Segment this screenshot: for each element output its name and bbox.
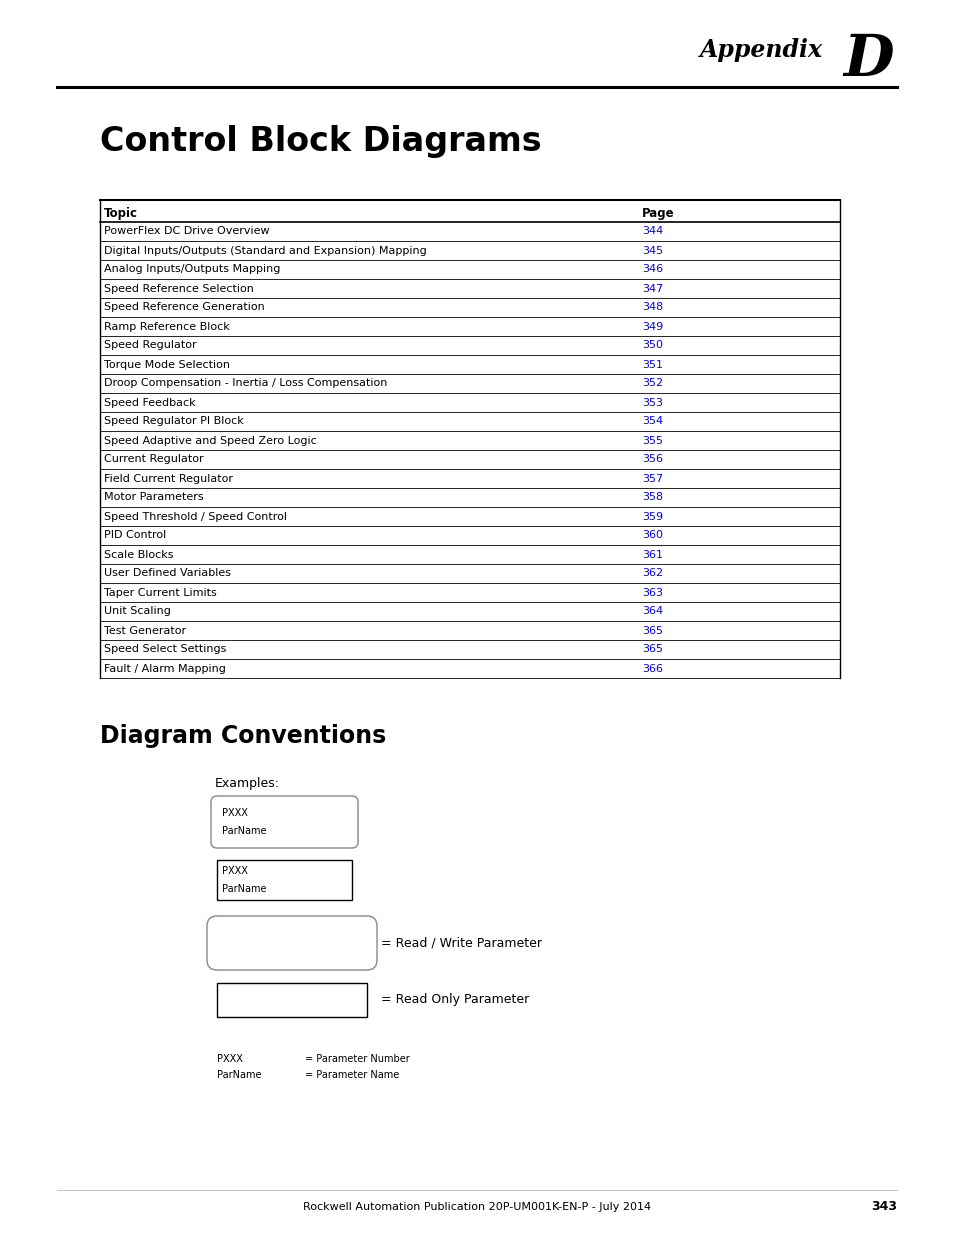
- Text: Taper Current Limits: Taper Current Limits: [104, 588, 216, 598]
- Text: 360: 360: [641, 531, 662, 541]
- Text: Current Regulator: Current Regulator: [104, 454, 203, 464]
- Text: 350: 350: [641, 341, 662, 351]
- Bar: [216, 983, 367, 1016]
- Text: 359: 359: [641, 511, 662, 521]
- Text: Speed Threshold / Speed Control: Speed Threshold / Speed Control: [104, 511, 287, 521]
- Text: Speed Select Settings: Speed Select Settings: [104, 645, 226, 655]
- Text: Speed Reference Selection: Speed Reference Selection: [104, 284, 253, 294]
- Text: Speed Regulator: Speed Regulator: [104, 341, 196, 351]
- Text: Speed Feedback: Speed Feedback: [104, 398, 195, 408]
- Text: Control Block Diagrams: Control Block Diagrams: [100, 126, 541, 158]
- Text: 356: 356: [641, 454, 662, 464]
- Text: = Read Only Parameter: = Read Only Parameter: [380, 993, 529, 1007]
- Text: 366: 366: [641, 663, 662, 673]
- Text: Speed Regulator PI Block: Speed Regulator PI Block: [104, 416, 244, 426]
- Text: 345: 345: [641, 246, 662, 256]
- Text: 352: 352: [641, 378, 662, 389]
- Text: 347: 347: [641, 284, 662, 294]
- Text: = Parameter Number: = Parameter Number: [305, 1053, 410, 1065]
- Text: ParName: ParName: [216, 1070, 261, 1079]
- Text: 361: 361: [641, 550, 662, 559]
- Text: Topic: Topic: [104, 206, 138, 220]
- Bar: [216, 860, 352, 900]
- Text: Droop Compensation - Inertia / Loss Compensation: Droop Compensation - Inertia / Loss Comp…: [104, 378, 387, 389]
- Text: PXXX: PXXX: [222, 808, 248, 818]
- Text: 344: 344: [641, 226, 662, 236]
- Text: 365: 365: [641, 645, 662, 655]
- Text: Motor Parameters: Motor Parameters: [104, 493, 203, 503]
- Text: 349: 349: [641, 321, 662, 331]
- Text: 358: 358: [641, 493, 662, 503]
- Text: Test Generator: Test Generator: [104, 625, 186, 636]
- Text: Digital Inputs/Outputs (Standard and Expansion) Mapping: Digital Inputs/Outputs (Standard and Exp…: [104, 246, 426, 256]
- Text: 363: 363: [641, 588, 662, 598]
- Text: Rockwell Automation Publication 20P-UM001K-EN-P - July 2014: Rockwell Automation Publication 20P-UM00…: [303, 1202, 650, 1212]
- Text: PXXX: PXXX: [216, 1053, 243, 1065]
- Text: 343: 343: [870, 1200, 896, 1214]
- Text: = Read / Write Parameter: = Read / Write Parameter: [380, 936, 541, 950]
- Text: Fault / Alarm Mapping: Fault / Alarm Mapping: [104, 663, 226, 673]
- Text: 357: 357: [641, 473, 662, 483]
- Text: 362: 362: [641, 568, 662, 578]
- Text: Field Current Regulator: Field Current Regulator: [104, 473, 233, 483]
- Text: Ramp Reference Block: Ramp Reference Block: [104, 321, 230, 331]
- Text: User Defined Variables: User Defined Variables: [104, 568, 231, 578]
- Text: 353: 353: [641, 398, 662, 408]
- FancyBboxPatch shape: [211, 797, 357, 848]
- Text: 346: 346: [641, 264, 662, 274]
- Text: PowerFlex DC Drive Overview: PowerFlex DC Drive Overview: [104, 226, 270, 236]
- FancyBboxPatch shape: [207, 916, 376, 969]
- Text: Unit Scaling: Unit Scaling: [104, 606, 171, 616]
- Text: = Parameter Name: = Parameter Name: [305, 1070, 399, 1079]
- Text: Speed Adaptive and Speed Zero Logic: Speed Adaptive and Speed Zero Logic: [104, 436, 316, 446]
- Text: ParName: ParName: [222, 826, 266, 836]
- Text: Torque Mode Selection: Torque Mode Selection: [104, 359, 230, 369]
- Text: ParName: ParName: [222, 884, 266, 894]
- Text: Examples:: Examples:: [214, 778, 280, 790]
- Text: 354: 354: [641, 416, 662, 426]
- Text: Appendix: Appendix: [700, 38, 830, 62]
- Text: 348: 348: [641, 303, 662, 312]
- Text: 364: 364: [641, 606, 662, 616]
- Text: Diagram Conventions: Diagram Conventions: [100, 724, 386, 748]
- Text: PXXX: PXXX: [222, 866, 248, 876]
- Text: Scale Blocks: Scale Blocks: [104, 550, 173, 559]
- Text: 365: 365: [641, 625, 662, 636]
- Text: Page: Page: [641, 206, 674, 220]
- Text: Speed Reference Generation: Speed Reference Generation: [104, 303, 265, 312]
- Text: Analog Inputs/Outputs Mapping: Analog Inputs/Outputs Mapping: [104, 264, 280, 274]
- Text: 351: 351: [641, 359, 662, 369]
- Text: PID Control: PID Control: [104, 531, 166, 541]
- Text: 355: 355: [641, 436, 662, 446]
- Text: D: D: [842, 32, 893, 88]
